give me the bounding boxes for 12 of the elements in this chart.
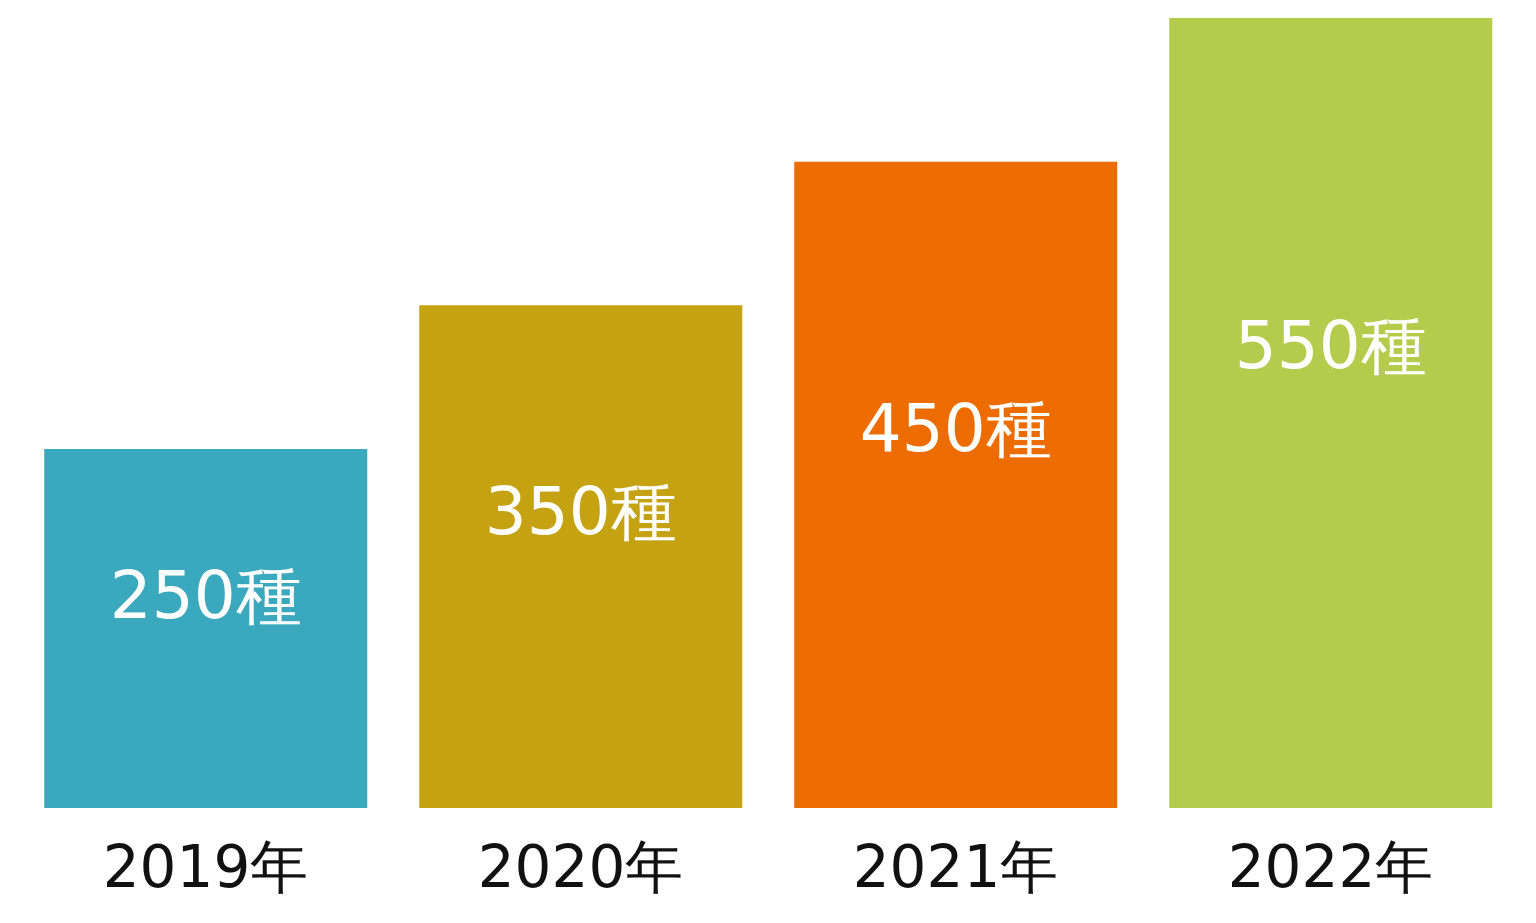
x-tick-label: 2019年	[102, 833, 309, 902]
bar	[794, 161, 1118, 808]
bar	[1169, 18, 1493, 808]
data-label: 250種	[109, 556, 302, 634]
data-label: 450種	[859, 390, 1052, 468]
data-label: 350種	[484, 473, 677, 551]
x-tick-label: 2020年	[477, 833, 684, 902]
x-tick-label: 2022年	[1227, 833, 1434, 902]
bar	[419, 305, 743, 808]
data-label: 550種	[1234, 306, 1427, 384]
x-tick-label: 2021年	[852, 833, 1059, 902]
bar	[44, 448, 368, 808]
